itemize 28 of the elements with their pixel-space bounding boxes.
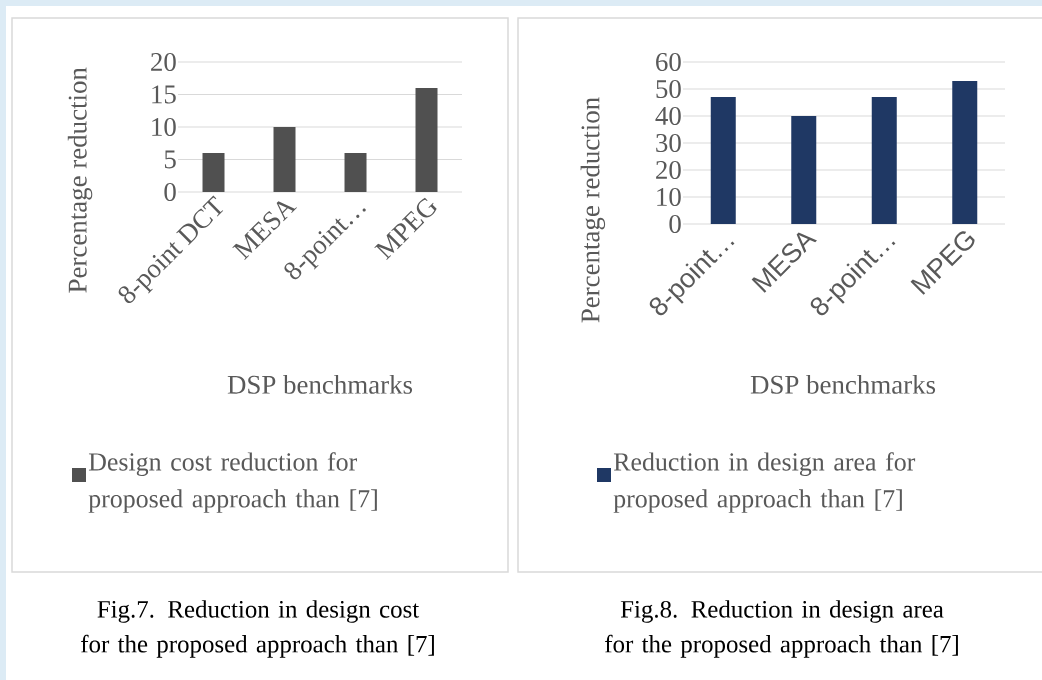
legend-label: Design cost reduction for proposed approach than [7] — [88, 452, 377, 513]
y-axis-title: Percentage reduction — [67, 67, 93, 293]
y-tick-label: 20 — [151, 52, 176, 72]
legend-label: Reduction in design area for proposed approach than [7] — [613, 452, 916, 513]
y-tick-label: 10 — [152, 117, 176, 137]
y-tick-label: 15 — [152, 85, 176, 104]
y-tick-label: 0 — [164, 182, 176, 202]
bar — [791, 115, 817, 224]
bar — [273, 126, 296, 192]
bar — [952, 80, 978, 224]
caption: Fig.8. Reduction in design area for the proposed approach than [7] — [605, 600, 958, 658]
x-axis-title: DSP benchmarks — [227, 374, 413, 394]
bar — [871, 97, 897, 224]
bar — [202, 152, 225, 192]
bar — [710, 97, 736, 224]
y-tick-label: 0 — [669, 214, 681, 234]
caption: Fig.7. Reduction in design cost for the proposed approach than [7] — [81, 600, 434, 658]
bar — [344, 152, 367, 192]
y-tick-label: 5 — [164, 150, 176, 169]
x-axis-title: DSP benchmarks — [750, 374, 936, 394]
y-tick-label: 20 — [656, 160, 681, 180]
y-axis-title: Percentage reduction — [580, 97, 606, 323]
bar — [415, 87, 438, 192]
y-tick-label: 40 — [655, 106, 681, 126]
y-tick-label: 50 — [656, 79, 681, 99]
y-tick-label: 10 — [657, 187, 681, 207]
y-tick-label: 30 — [656, 133, 681, 153]
y-tick-label: 60 — [656, 52, 681, 72]
